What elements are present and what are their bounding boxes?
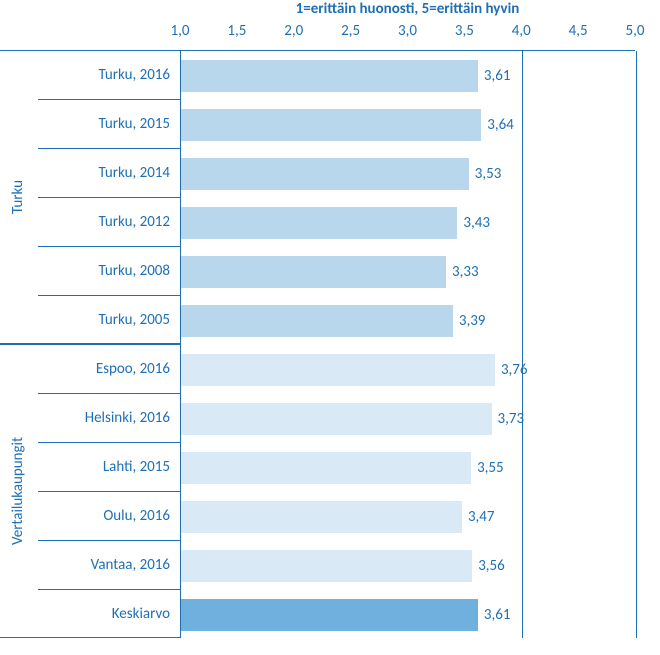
value-label: 3,47 [468, 508, 495, 526]
plot-area: 3,61 3,64 3,53 3,43 3,33 3,39 3,76 3,73 3,55 3,47… [180, 50, 635, 638]
row-label: Oulu, 2016 [103, 507, 170, 525]
value-label: 3,76 [501, 361, 528, 379]
row-separator [38, 295, 180, 296]
group-label-wrap: Turku [4, 51, 32, 343]
group-label: Vertailukaupungit [9, 437, 27, 545]
bar [181, 158, 469, 190]
x-tick-label: 4,0 [512, 22, 531, 40]
bar [181, 256, 446, 288]
gridline [636, 51, 637, 638]
value-label: 3,61 [484, 606, 511, 624]
row-separator [38, 246, 180, 247]
x-tick-label: 3,5 [455, 22, 474, 40]
row-label: Turku, 2005 [98, 311, 170, 329]
bar [181, 599, 478, 631]
row-separator [38, 197, 180, 198]
row-label: Keskiarvo [112, 605, 170, 623]
row-separator [38, 99, 180, 100]
value-label: 3,55 [477, 459, 504, 477]
y-label-column: Turku Turku, 2016 Turku, 2015 Turku, 2014 Tu… [0, 50, 180, 638]
x-tick-label: 4,5 [569, 22, 588, 40]
bar [181, 403, 492, 435]
row-label: Espoo, 2016 [96, 360, 170, 378]
row-separator [38, 540, 180, 541]
x-tick-label: 2,0 [284, 22, 303, 40]
value-label: 3,61 [484, 67, 511, 85]
row-separator [38, 442, 180, 443]
x-tick-label: 1,5 [227, 22, 246, 40]
chart-container: 1=erittäin huonosti, 5=erittäin hyvin 1,… [0, 0, 660, 655]
gridline [522, 51, 523, 638]
row-label: Lahti, 2015 [103, 458, 170, 476]
value-label: 3,64 [487, 116, 514, 134]
row-label: Turku, 2008 [98, 262, 170, 280]
bar [181, 305, 453, 337]
value-label: 3,39 [459, 312, 486, 330]
bar [181, 501, 462, 533]
value-label: 3,43 [463, 214, 490, 232]
x-tick-label: 5,0 [626, 22, 645, 40]
group-label-wrap: Vertailukaupungit [4, 345, 32, 637]
value-label: 3,33 [452, 263, 479, 281]
bar [181, 207, 457, 239]
row-separator [38, 393, 180, 394]
bar [181, 354, 495, 386]
row-label: Turku, 2016 [98, 66, 170, 84]
row-label: Turku, 2014 [98, 164, 170, 182]
row-label: Turku, 2012 [98, 213, 170, 231]
bar [181, 452, 471, 484]
group-label: Turku [9, 180, 27, 214]
bar [181, 550, 472, 582]
value-label: 3,56 [478, 557, 505, 575]
x-tick-label: 3,0 [398, 22, 417, 40]
row-separator [38, 148, 180, 149]
value-label: 3,53 [475, 165, 502, 183]
bar [181, 60, 478, 92]
row-label: Turku, 2015 [98, 115, 170, 133]
row-label: Helsinki, 2016 [85, 409, 170, 427]
value-label: 3,73 [498, 410, 525, 428]
x-tick-label: 1,0 [171, 22, 190, 40]
row-separator [38, 491, 180, 492]
axis-title: 1=erittäin huonosti, 5=erittäin hyvin [180, 0, 635, 18]
x-tick-label: 2,5 [341, 22, 360, 40]
row-separator [38, 589, 180, 590]
bar [181, 109, 481, 141]
row-label: Vantaa, 2016 [91, 556, 170, 574]
